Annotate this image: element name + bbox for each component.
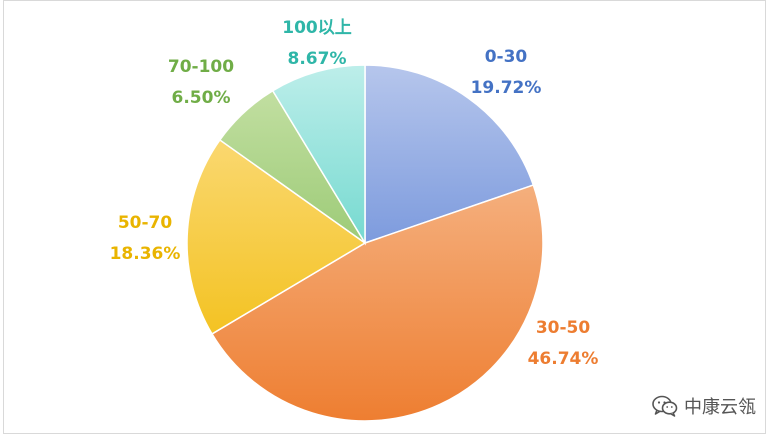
- pie-slices: [186, 64, 544, 422]
- slice-value-label: 8.67%: [288, 49, 347, 69]
- pie-labels: 0-30 19.72% 30-50 46.74% 50-70 18.36% 70-100 6.…: [110, 18, 599, 369]
- slice-category-label: 100以上: [282, 18, 352, 38]
- pie-slice-100以上: [271, 64, 366, 246]
- slice-category-label: 0-30: [485, 47, 528, 67]
- slice-value-label: 18.36%: [110, 244, 181, 264]
- slice-category-label: 70-100: [168, 57, 234, 77]
- watermark: 中康云瓴: [652, 393, 756, 419]
- wechat-icon: [652, 395, 678, 417]
- watermark-text: 中康云瓴: [684, 397, 756, 418]
- slice-category-label: 30-50: [536, 318, 591, 338]
- pie-slice-0-30: [364, 64, 535, 245]
- pie-slice-30-50: [210, 184, 544, 422]
- pie-slice-50-70: [186, 138, 367, 335]
- slice-category-label: 50-70: [118, 213, 173, 233]
- slice-value-label: 19.72%: [471, 78, 542, 98]
- slice-value-label: 6.50%: [172, 88, 231, 108]
- slice-value-label: 46.74%: [528, 349, 599, 369]
